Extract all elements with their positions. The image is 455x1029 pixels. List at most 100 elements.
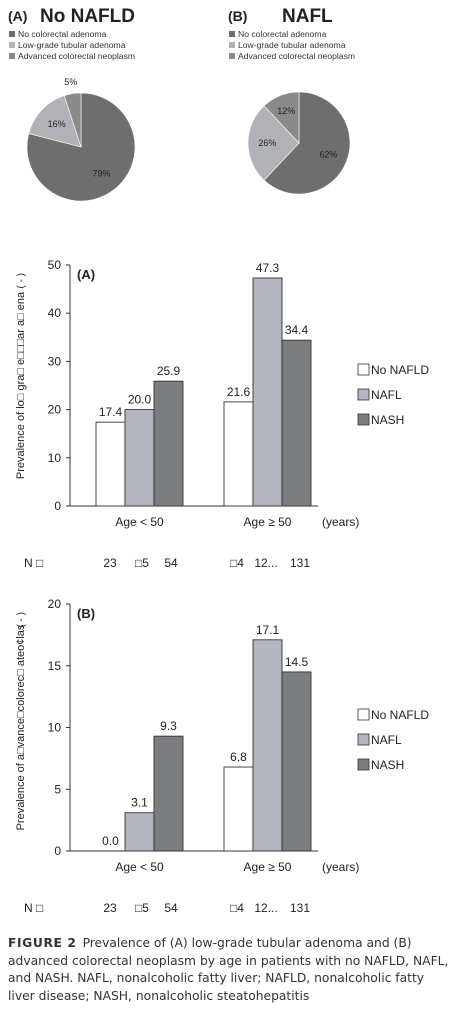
barA-category-label-0: Age < 50 [115,515,164,529]
pie0-legend-label-2: Advanced colorectal neoplasm [18,51,135,61]
pie1-legend-swatch-0 [229,31,235,37]
barB-category-label-0: Age < 50 [115,860,164,874]
pie1-panel-label: (B) [228,8,247,24]
barA-legend-swatch-0 [357,363,370,376]
barB-bar-label-0-1: 3.1 [131,796,148,810]
barA-bar-label-1-0: 21.6 [227,385,251,399]
barA-bar-label-0-0: 17.4 [99,405,123,419]
barB-bar-label-1-0: 6.8 [230,750,247,764]
barA-bar-1-1 [252,277,283,507]
barB-ytick-label-4: 20 [48,597,62,611]
barA-category-label-1: Age ≥ 50 [244,515,292,529]
barB-n-value-1-1: 12... [254,901,277,915]
figure-caption: FIGURE 2 Prevalence of (A) low-grade tubu… [8,935,450,1005]
pie1-slice-2 [263,91,300,144]
barB-n-value-0-1: □5 [135,901,149,915]
pie1-legend-swatch-1 [229,42,235,48]
pie1-legend-label-2: Advanced colorectal neoplasm [238,51,355,61]
barA-n-value-1-2: 131 [290,556,310,570]
pie1-slice-label-2: 12% [277,106,295,116]
barA-legend-label-2: NASH [371,413,404,427]
barB-legend-swatch-2 [357,758,370,771]
barB-n-value-0-0: 23 [103,901,117,915]
barA-n-value-0-2: 54 [164,556,178,570]
barB-ytick-label-0: 0 [54,844,61,858]
barB-ytick-label-2: 10 [48,721,62,735]
barB-bar-1-2 [281,671,312,852]
caption-text: Prevalence of (A) low-grade tubular aden… [8,936,449,1003]
barA-ytick-label-2: 20 [48,403,62,417]
pie1-slice-label-1: 26% [258,138,276,148]
barB-bar-label-1-1: 17.1 [256,623,280,637]
barA-bar-0-0 [95,421,126,507]
barB-ytick-label-3: 15 [48,659,62,673]
barA-ytick-label-5: 50 [48,258,62,272]
barA-ylabel: Prevalence of lo□ gra□ e□□□ar a□ ena [15,291,27,479]
barB-panel-label: (B) [77,606,95,621]
pie1-legend-label-1: Low-grade tubular adenoma [238,40,346,50]
barB-bar-label-0-0: 0.0 [102,834,119,848]
barA-legend-label-0: No NAFLD [371,363,429,377]
pie1-title: NAFL [282,6,333,27]
barA-bar-label-0-2: 25.9 [157,364,181,378]
barA-bar-1-0 [223,401,254,507]
barB-n-value-1-2: 131 [290,901,310,915]
barA-bar-label-1-2: 34.4 [285,323,309,337]
barA-legend-label-1: NAFL [371,388,402,402]
pie1-slice-0 [263,91,351,195]
barB-legend-label-0: No NAFLD [371,708,429,722]
pie0-legend-label-1: Low-grade tubular adenoma [18,40,126,50]
barA-bar-1-2 [281,339,312,507]
barA-bar-label-0-1: 20.0 [128,393,152,407]
bar-chart-advanced-neoplasm: Prevalence of a□vance□colorec□ ateo¢las(… [15,597,429,915]
barB-n-label: N □ [24,901,43,915]
barB-category-label-1: Age ≥ 50 [244,860,292,874]
barB-ylabel: Prevalence of a□vance□colorec□ ateo¢las [15,624,27,830]
barA-bar-0-1 [124,409,155,507]
barB-bar-1-1 [252,639,283,852]
barB-n-value-1-0: □4 [230,901,244,915]
pie0-title: No NAFLD [40,6,135,27]
barB-bar-0-2 [153,735,184,852]
barB-bar-1-0 [223,766,254,852]
barB-legend-swatch-0 [357,708,370,721]
barA-n-value-0-0: 23 [103,556,117,570]
barA-xunit: (years) [322,515,359,529]
pie1-slice-label-0: 62% [319,150,337,160]
barA-legend-swatch-2 [357,413,370,426]
pie0-slice-label-0: 79% [92,169,110,179]
barB-bar-0-1 [124,812,155,852]
barA-ytick-label-0: 0 [54,499,61,513]
barB-yunit: ( - ) [16,612,27,628]
pie0-legend-label-0: No colorectal adenoma [18,29,107,39]
barB-legend-swatch-1 [357,733,370,746]
barA-ytick-label-4: 40 [48,306,62,320]
barB-n-value-0-2: 54 [164,901,178,915]
barA-ytick-label-1: 10 [48,451,62,465]
barB-legend-label-2: NASH [371,758,404,772]
barA-panel-label: (A) [77,267,95,282]
barA-legend-swatch-1 [357,388,370,401]
barB-bar-label-0-2: 9.3 [160,719,177,733]
barB-legend-label-1: NAFL [371,733,402,747]
pie1-slice-1 [247,105,300,181]
pie0-slice-1 [28,95,82,148]
barA-bar-0-2 [153,380,184,507]
barA-yunit: ( - ) [16,273,27,289]
pie0-slice-label-2: 5% [64,77,77,87]
barB-bar-label-1-2: 14.5 [285,655,309,669]
barA-n-value-1-0: □4 [230,556,244,570]
pie0-legend-swatch-0 [9,31,15,37]
pie0-legend-swatch-2 [9,53,15,59]
pie1-legend-label-0: No colorectal adenoma [238,29,327,39]
barB-ytick-label-1: 5 [54,782,61,796]
barA-n-label: N □ [24,556,43,570]
barB-xunit: (years) [322,860,359,874]
pie0-legend-swatch-1 [9,42,15,48]
barA-n-value-0-1: □5 [135,556,149,570]
pie0-slice-label-1: 16% [48,119,66,129]
pie0-slice-2 [63,92,82,148]
barA-bar-label-1-1: 47.3 [256,261,280,275]
barA-ytick-label-3: 30 [48,354,62,368]
